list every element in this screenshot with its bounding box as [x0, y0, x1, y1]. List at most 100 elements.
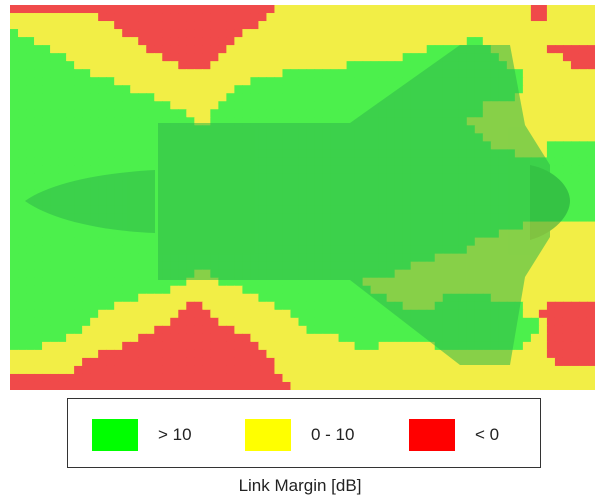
heatmap-cell	[66, 109, 75, 118]
heatmap-cell	[266, 101, 276, 110]
heatmap-cell	[130, 13, 139, 22]
heatmap-cell	[186, 301, 195, 311]
legend-item-high: > 10	[92, 419, 192, 451]
heatmap-cell	[130, 5, 139, 14]
heatmap-cell	[10, 285, 19, 295]
heatmap-cell	[466, 13, 476, 22]
heatmap-cell	[178, 317, 187, 327]
heatmap-cell	[498, 373, 508, 383]
heatmap-cell	[586, 165, 595, 175]
heatmap-cell	[450, 373, 460, 383]
heatmap-cell	[306, 21, 316, 30]
heatmap-cell	[146, 373, 155, 383]
heatmap-cell	[34, 173, 43, 183]
heatmap-cell	[98, 93, 107, 102]
heatmap-cell	[538, 69, 548, 78]
heatmap-cell	[562, 325, 572, 335]
heatmap-cell	[138, 157, 147, 167]
heatmap-cell	[370, 21, 380, 30]
heatmap-cell	[586, 237, 595, 247]
heatmap-cell	[202, 93, 211, 102]
heatmap-cell	[146, 117, 155, 126]
heatmap-cell	[242, 13, 252, 22]
heatmap-cell	[546, 133, 556, 142]
heatmap-cell	[482, 373, 492, 383]
heatmap-cell	[122, 325, 131, 335]
heatmap-cell	[562, 221, 572, 231]
heatmap-cell	[106, 285, 115, 295]
heatmap-cell	[226, 381, 235, 390]
heatmap-cell	[18, 277, 27, 287]
heatmap-cell	[138, 21, 147, 30]
heatmap-cell	[66, 229, 75, 239]
heatmap-cell	[314, 341, 324, 351]
heatmap-cell	[34, 333, 43, 343]
heatmap-cell	[154, 309, 163, 319]
heatmap-cell	[346, 109, 356, 118]
heatmap-cell	[98, 61, 107, 70]
heatmap-cell	[266, 53, 276, 62]
heatmap-cell	[10, 69, 19, 78]
heatmap-cell	[562, 101, 572, 110]
heatmap-cell	[322, 53, 332, 62]
heatmap-cell	[162, 69, 171, 78]
heatmap-cell	[290, 77, 300, 86]
heatmap-cell	[82, 285, 91, 295]
heatmap-cell	[202, 277, 211, 287]
heatmap-cell	[586, 109, 595, 118]
heatmap-cell	[90, 269, 99, 279]
heatmap-cell	[186, 277, 195, 287]
heatmap-cell	[306, 301, 316, 311]
heatmap-cell	[42, 165, 51, 175]
heatmap-cell	[506, 357, 516, 367]
heatmap-cell	[10, 365, 19, 375]
heatmap-cell	[10, 29, 19, 38]
heatmap-cell	[122, 133, 131, 142]
heatmap-cell	[314, 5, 324, 14]
heatmap-cell	[194, 93, 203, 102]
heatmap-cell	[482, 5, 492, 14]
heatmap-cell	[26, 165, 35, 175]
heatmap-cell	[106, 61, 115, 70]
heatmap-cell	[314, 317, 324, 327]
heatmap-cell	[522, 85, 532, 94]
heatmap-cell	[218, 101, 227, 110]
heatmap-cell	[82, 253, 91, 263]
heatmap-cell	[426, 21, 436, 30]
heatmap-cell	[162, 13, 171, 22]
heatmap-cell	[530, 293, 540, 303]
heatmap-cell	[346, 357, 356, 367]
heatmap-cell	[10, 277, 19, 287]
heatmap-cell	[570, 69, 580, 78]
heatmap-cell	[314, 357, 324, 367]
heatmap-cell	[394, 325, 404, 335]
heatmap-cell	[58, 373, 67, 383]
heatmap-cell	[530, 117, 540, 126]
heatmap-cell	[162, 85, 171, 94]
heatmap-cell	[34, 181, 43, 191]
heatmap-cell	[178, 61, 187, 70]
heatmap-cell	[514, 333, 524, 343]
heatmap-cell	[554, 229, 564, 239]
heatmap-cell	[122, 85, 131, 94]
heatmap-cell	[50, 293, 59, 303]
heatmap-cell	[298, 309, 308, 319]
heatmap-cell	[170, 5, 179, 14]
heatmap-cell	[586, 373, 595, 383]
heatmap-cell	[114, 37, 123, 46]
heatmap-cell	[242, 333, 252, 343]
heatmap-cell	[106, 261, 115, 271]
heatmap-cell	[338, 277, 348, 287]
heatmap-cell	[282, 317, 292, 327]
heatmap-cell	[18, 21, 27, 30]
heatmap-cell	[530, 341, 540, 351]
heatmap-cell	[178, 13, 187, 22]
heatmap-cell	[506, 29, 516, 38]
heatmap-cell	[562, 125, 572, 134]
heatmap-cell	[98, 77, 107, 86]
heatmap-cell	[506, 13, 516, 22]
heatmap-cell	[530, 85, 540, 94]
heatmap-cell	[330, 357, 340, 367]
heatmap-cell	[90, 349, 99, 359]
heatmap-cell	[90, 53, 99, 62]
